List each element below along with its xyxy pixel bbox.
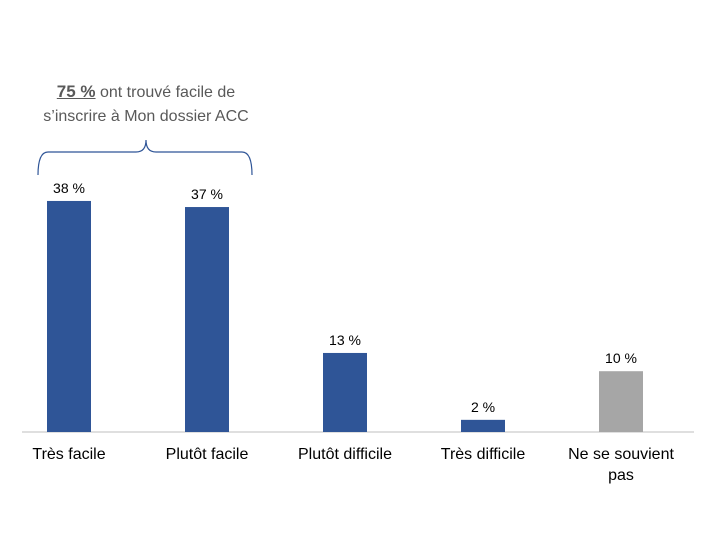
data-label-2: 13 % [329, 331, 361, 348]
data-label-4: 10 % [605, 350, 637, 367]
annotation-line2: s’inscrire à Mon dossier ACC [43, 108, 249, 125]
category-label-2: Plutôt difficile [298, 446, 392, 463]
data-label-3: 2 % [470, 398, 496, 415]
data-label-0: 38 % [53, 179, 85, 196]
bar-2 [323, 352, 367, 432]
category-label-1: Plutôt facile [165, 446, 249, 463]
bar-4 [599, 371, 643, 432]
bar-3 [461, 419, 505, 432]
data-label-1: 37 % [191, 186, 223, 203]
category-label-0: Très facile [32, 446, 106, 463]
annotation: 75 % ont trouvé facile de s’inscrire à M… [24, 80, 268, 129]
bar-1 [185, 207, 229, 432]
category-label-4: Ne se souvient pas [568, 446, 674, 484]
annotation-bracket [37, 139, 253, 176]
annotation-line1: ont trouvé facile de [95, 84, 236, 101]
annotation-highlight: 75 % [56, 82, 96, 101]
category-label-3: Très difficile [440, 446, 526, 463]
bar-0 [47, 200, 91, 432]
